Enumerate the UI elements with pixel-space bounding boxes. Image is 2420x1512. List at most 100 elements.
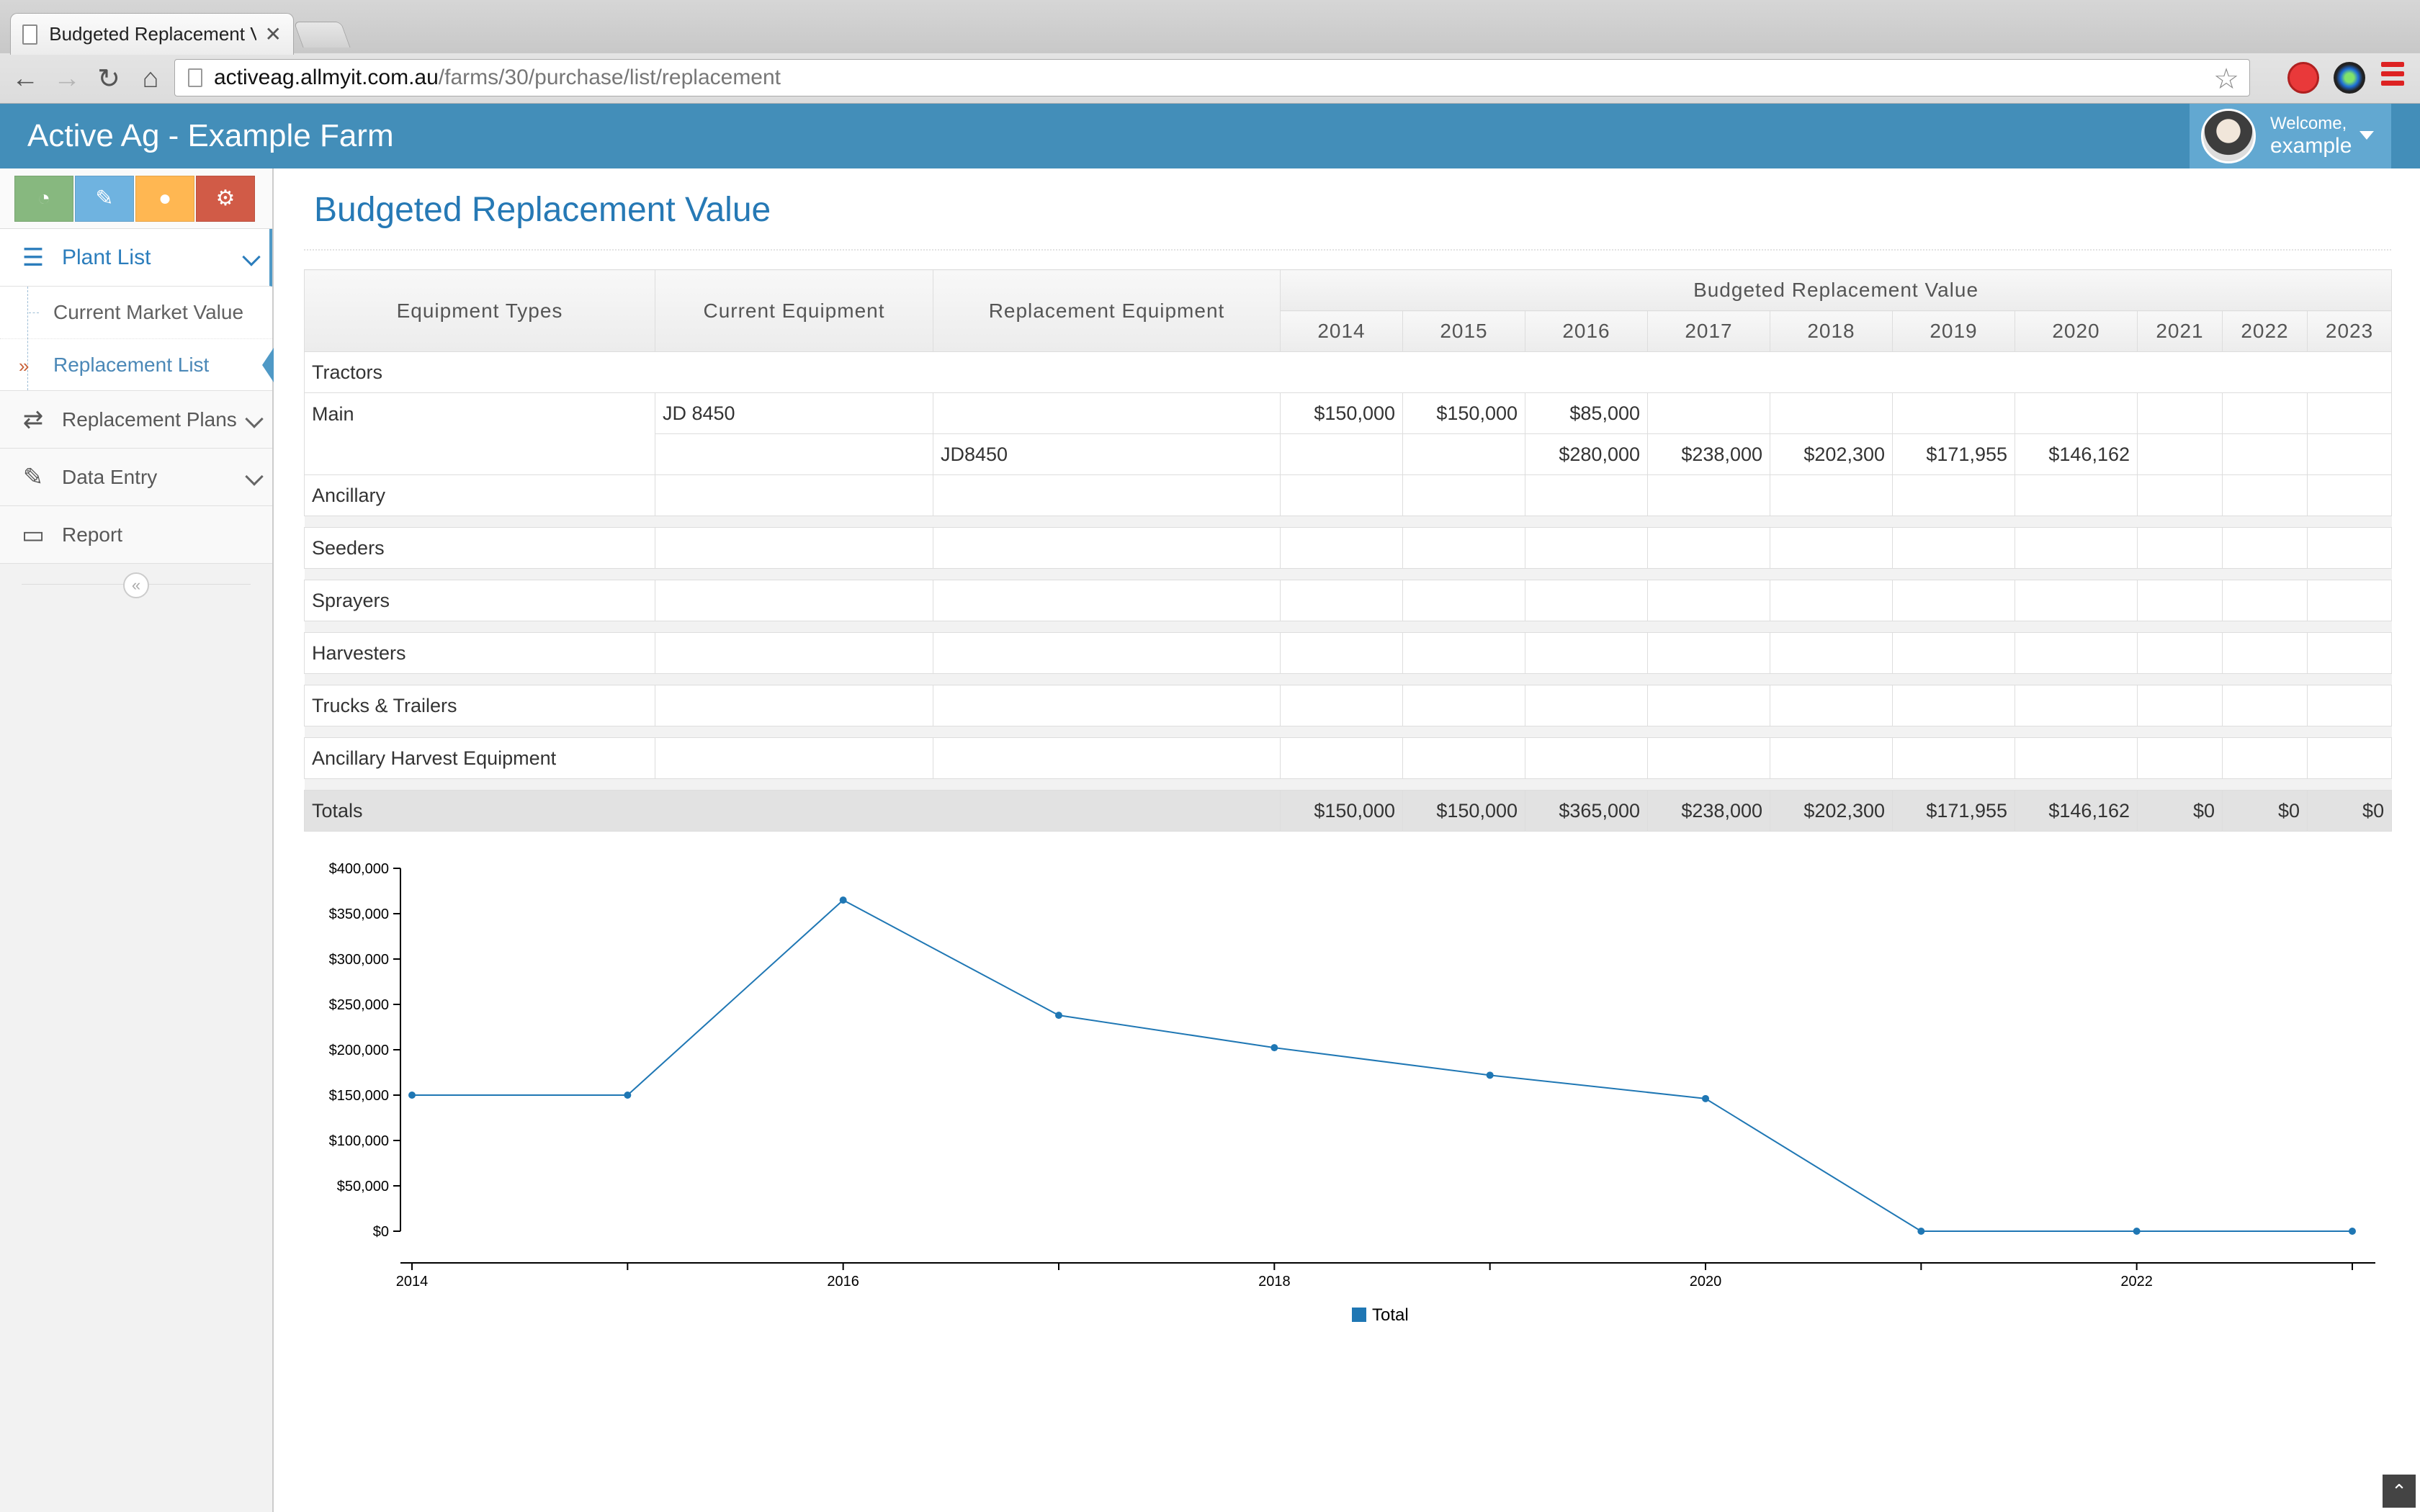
x-tick-label: 2014 bbox=[396, 1274, 429, 1290]
value-cell bbox=[2222, 632, 2308, 674]
extension-lens-icon[interactable] bbox=[2334, 62, 2365, 94]
browser-menu-icon[interactable] bbox=[2381, 62, 2404, 91]
brand-title[interactable]: Active Ag - Example Farm bbox=[27, 118, 394, 153]
value-cell bbox=[1892, 474, 2015, 516]
spacer-cell bbox=[304, 621, 2392, 633]
replacement-equipment-cell[interactable] bbox=[933, 632, 1281, 674]
user-shortcut-button[interactable]: ● bbox=[135, 175, 194, 222]
chevron-down-icon bbox=[245, 467, 264, 486]
avatar bbox=[2201, 109, 2256, 163]
current-equipment-cell[interactable]: JD 8450 bbox=[655, 392, 933, 434]
y-tick-label: $350,000 bbox=[329, 906, 389, 922]
current-equipment-cell[interactable] bbox=[655, 685, 933, 726]
value-cell bbox=[1647, 685, 1770, 726]
value-cell bbox=[2137, 737, 2223, 779]
data-point bbox=[2133, 1228, 2141, 1235]
data-point bbox=[1270, 1044, 1278, 1052]
value-cell bbox=[1770, 737, 1893, 779]
user-menu[interactable]: Welcome, example bbox=[2190, 104, 2391, 168]
header-year: 2018 bbox=[1770, 310, 1893, 352]
browser-tab[interactable]: Budgeted Replacement Val ✕ bbox=[10, 13, 294, 55]
sidebar-item-replacement-plans[interactable]: ⇄ Replacement Plans bbox=[0, 391, 272, 449]
value-cell bbox=[1402, 632, 1525, 674]
extension-stop-icon[interactable] bbox=[2287, 62, 2319, 94]
value-cell: $238,000 bbox=[1647, 433, 1770, 475]
value-cell: $171,955 bbox=[1892, 433, 2015, 475]
user-icon: ● bbox=[158, 186, 172, 210]
scroll-to-top-button[interactable]: ⌃ bbox=[2383, 1475, 2416, 1508]
category-label: Seeders bbox=[304, 527, 655, 569]
y-tick-label: $200,000 bbox=[329, 1043, 389, 1058]
value-cell bbox=[2015, 685, 2138, 726]
sidebar-item-report[interactable]: ▭ Report bbox=[0, 506, 272, 564]
value-cell bbox=[2306, 580, 2393, 621]
url-host: activeag.allmyit.com.au bbox=[214, 66, 439, 89]
header-budgeted-replacement-value: Budgeted Replacement Value bbox=[1279, 269, 2393, 311]
value-cell bbox=[2222, 580, 2308, 621]
address-bar[interactable]: activeag.allmyit.com.au/farms/30/purchas… bbox=[174, 59, 2250, 96]
forward-icon[interactable]: → bbox=[53, 63, 81, 94]
current-equipment-cell[interactable] bbox=[655, 527, 933, 569]
home-icon[interactable]: ⌂ bbox=[142, 63, 159, 94]
value-cell bbox=[2306, 392, 2393, 434]
data-point bbox=[1702, 1094, 1709, 1102]
replacement-equipment-cell[interactable] bbox=[933, 392, 1281, 434]
value-cell bbox=[1770, 392, 1893, 434]
browser-chrome: Budgeted Replacement Val ✕ ← → ↻ ⌂ activ… bbox=[0, 0, 2420, 104]
sidebar-item-label: Data Entry bbox=[62, 465, 158, 488]
back-icon[interactable]: ← bbox=[12, 63, 39, 94]
close-icon[interactable]: ✕ bbox=[264, 23, 282, 45]
value-cell bbox=[1647, 474, 1770, 516]
x-tick-label: 2020 bbox=[1690, 1274, 1722, 1290]
bookmark-star-icon[interactable]: ☆ bbox=[2213, 63, 2239, 95]
current-equipment-cell[interactable] bbox=[655, 580, 933, 621]
value-cell bbox=[1647, 737, 1770, 779]
value-cell bbox=[1280, 632, 1403, 674]
sidebar-item-data-entry[interactable]: ✎ Data Entry bbox=[0, 449, 272, 506]
replacement-equipment-cell[interactable] bbox=[933, 474, 1281, 516]
replacement-equipment-cell[interactable] bbox=[933, 685, 1281, 726]
value-cell bbox=[1647, 632, 1770, 674]
row-spacer bbox=[304, 726, 2392, 738]
new-tab-button[interactable] bbox=[293, 22, 351, 48]
value-cell bbox=[2137, 632, 2223, 674]
current-equipment-cell[interactable] bbox=[655, 632, 933, 674]
sidebar-subitem-current-market-value[interactable]: Current Market Value bbox=[0, 287, 272, 338]
current-equipment-cell[interactable] bbox=[655, 737, 933, 779]
value-cell bbox=[2222, 433, 2308, 475]
replacement-equipment-cell[interactable] bbox=[933, 527, 1281, 569]
value-cell bbox=[1402, 474, 1525, 516]
replacement-equipment-cell[interactable] bbox=[933, 580, 1281, 621]
value-cell bbox=[1770, 580, 1893, 621]
reload-icon[interactable]: ↻ bbox=[97, 63, 120, 94]
sidebar-shortcuts: ◔ ✎ ● ⚙ bbox=[0, 168, 272, 229]
total-cell: $365,000 bbox=[1525, 790, 1648, 832]
header-replacement-equipment: Replacement Equipment bbox=[933, 269, 1281, 352]
tab-title: Budgeted Replacement Val bbox=[49, 23, 256, 45]
sidebar: ◔ ✎ ● ⚙ ☰ Plant List Current Market Valu… bbox=[0, 168, 274, 1512]
value-cell bbox=[1892, 737, 2015, 779]
exchange-icon: ⇄ bbox=[22, 405, 44, 433]
total-cell: $202,300 bbox=[1770, 790, 1893, 832]
replacement-equipment-cell[interactable]: JD8450 bbox=[933, 433, 1281, 475]
value-cell bbox=[2222, 474, 2308, 516]
value-cell bbox=[2015, 632, 2138, 674]
sidebar-item-plant-list[interactable]: ☰ Plant List bbox=[0, 229, 272, 287]
row-spacer bbox=[304, 516, 2392, 528]
settings-shortcut-button[interactable]: ⚙ bbox=[196, 175, 255, 222]
category-label: Harvesters bbox=[304, 632, 655, 674]
value-cell bbox=[2222, 737, 2308, 779]
current-equipment-cell[interactable] bbox=[655, 474, 933, 516]
value-cell bbox=[2306, 474, 2393, 516]
edit-shortcut-button[interactable]: ✎ bbox=[75, 175, 134, 222]
value-cell bbox=[2306, 737, 2393, 779]
collapse-sidebar-icon[interactable]: « bbox=[123, 572, 149, 598]
current-equipment-cell[interactable] bbox=[655, 433, 933, 475]
chevron-down-icon bbox=[242, 248, 261, 266]
sidebar-subitem-replacement-list[interactable]: » Replacement List bbox=[0, 338, 274, 390]
double-chevron-up-icon: ⌃ bbox=[2391, 1480, 2407, 1502]
replacement-equipment-cell[interactable] bbox=[933, 737, 1281, 779]
user-info: Welcome, example bbox=[2270, 114, 2352, 158]
dashboard-shortcut-button[interactable]: ◔ bbox=[14, 175, 73, 222]
value-cell bbox=[1770, 685, 1893, 726]
